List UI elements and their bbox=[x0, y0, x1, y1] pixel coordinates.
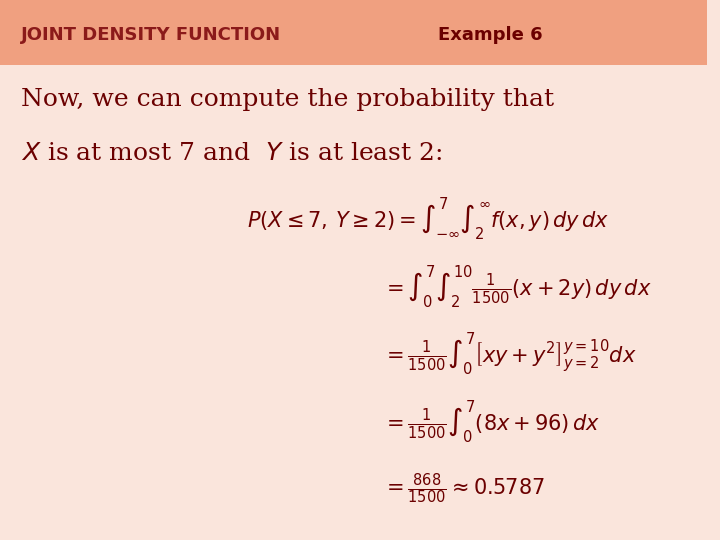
Text: $\mathit{X}$ is at most 7 and  $\mathit{Y}$ is at least 2:: $\mathit{X}$ is at most 7 and $\mathit{Y… bbox=[21, 143, 443, 165]
Text: $= \int_{0}^{7} \int_{2}^{10} \frac{1}{1500}(x + 2y)\, dy\, dx$: $= \int_{0}^{7} \int_{2}^{10} \frac{1}{1… bbox=[382, 263, 652, 309]
FancyBboxPatch shape bbox=[0, 0, 707, 65]
Text: Now, we can compute the probability that: Now, we can compute the probability that bbox=[21, 89, 554, 111]
Text: $= \frac{868}{1500} \approx 0.5787$: $= \frac{868}{1500} \approx 0.5787$ bbox=[382, 471, 544, 506]
Text: Example 6: Example 6 bbox=[438, 26, 543, 44]
Text: $= \frac{1}{1500} \int_{0}^{7} \left[ xy + y^2 \right]_{y=2}^{y=10} dx$: $= \frac{1}{1500} \int_{0}^{7} \left[ xy… bbox=[382, 330, 636, 377]
Text: $P(X \leq 7,\, Y \geq 2) = \int_{-\infty}^{7} \int_{2}^{\infty} f(x,y)\, dy\, dx: $P(X \leq 7,\, Y \geq 2) = \int_{-\infty… bbox=[248, 195, 610, 242]
Text: $= \frac{1}{1500} \int_{0}^{7} (8x + 96)\, dx$: $= \frac{1}{1500} \int_{0}^{7} (8x + 96)… bbox=[382, 398, 600, 444]
Text: JOINT DENSITY FUNCTION: JOINT DENSITY FUNCTION bbox=[21, 26, 282, 44]
